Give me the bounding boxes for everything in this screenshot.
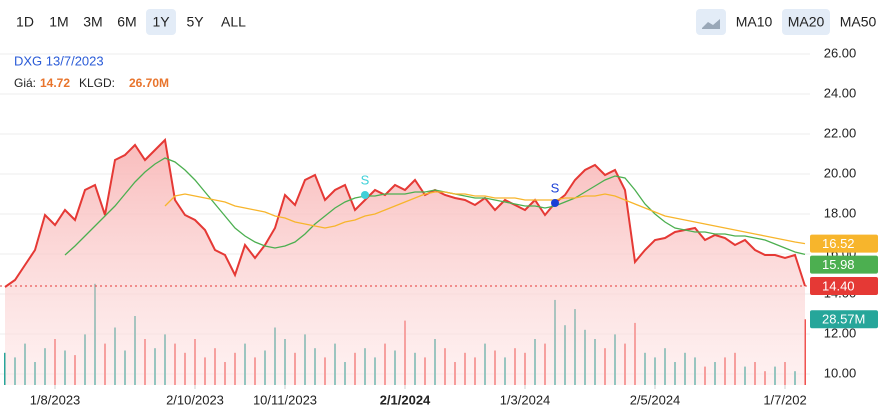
x-tick-label: 1/3/2024: [500, 392, 551, 407]
value-box: [810, 234, 878, 253]
chart-type-button[interactable]: [696, 9, 726, 35]
value-box: [810, 255, 878, 274]
range-button[interactable]: 5Y: [186, 14, 204, 30]
value-box-label: 15.98: [822, 257, 855, 272]
x-tick-label: 2/5/2024: [630, 392, 681, 407]
info-volume: 26.70M: [129, 76, 169, 90]
range-button[interactable]: 1Y: [152, 14, 170, 30]
signal-label: S: [361, 172, 370, 187]
info-price-label: Giá:: [14, 76, 36, 90]
series-line: [4, 137, 806, 288]
y-tick-label: 20.00: [824, 165, 857, 180]
x-tick-label: 1/7/202: [763, 392, 806, 407]
indicator-button[interactable]: MA20: [788, 14, 825, 30]
y-tick-label: 24.00: [824, 85, 857, 100]
indicator-button-bg: [782, 9, 830, 35]
price-area: [5, 140, 805, 385]
range-button[interactable]: ALL: [221, 14, 246, 30]
range-button[interactable]: 1M: [49, 14, 68, 30]
range-button-bg: [146, 9, 176, 35]
y-tick-label: 12.00: [824, 325, 857, 340]
x-tick-label: 10/11/2023: [253, 392, 317, 407]
value-box-label: 16.52: [822, 236, 855, 251]
indicator-button[interactable]: MA10: [736, 14, 773, 30]
series-line: [64, 157, 806, 256]
value-box-label: 28.57M: [822, 312, 865, 327]
y-tick-label: 10.00: [824, 365, 857, 380]
signal-label: S: [551, 180, 560, 195]
indicator-button[interactable]: MA50: [840, 14, 877, 30]
y-tick-label: 26.00: [824, 45, 857, 60]
value-box: [810, 310, 878, 329]
signal-dot: [551, 199, 559, 207]
signal-dot: [361, 191, 369, 199]
info-price: 14.72: [40, 76, 70, 90]
range-button[interactable]: 1D: [16, 14, 34, 30]
x-tick-label: 2/1/2024: [380, 392, 431, 407]
range-button[interactable]: 6M: [117, 14, 136, 30]
range-button[interactable]: 3M: [83, 14, 102, 30]
y-tick-label: 18.00: [824, 205, 857, 220]
y-tick-label: 22.00: [824, 125, 857, 140]
series-line: [164, 191, 806, 245]
value-box-label: 14.40: [822, 278, 855, 293]
x-tick-label: 2/10/2023: [166, 392, 224, 407]
info-volume-label: KLGD:: [79, 76, 115, 90]
x-tick-label: 1/8/2023: [30, 392, 81, 407]
value-box: [810, 277, 878, 295]
chart-type-icon: [702, 19, 720, 29]
info-title: DXG 13/7/2023: [14, 53, 104, 68]
